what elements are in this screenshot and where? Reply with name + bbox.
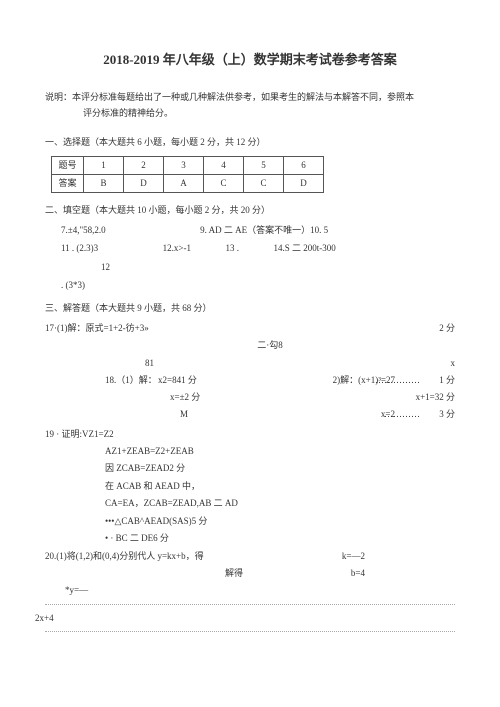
q20-line3: 2x+4 [35, 611, 455, 625]
table-cell: 2 [124, 156, 164, 174]
table-cell: 1 [84, 156, 124, 174]
table-cell: B [84, 174, 124, 192]
q12: 12.x>-1 [163, 241, 191, 255]
q7: 7.±4,"58,2.0 [61, 223, 106, 237]
q-extra: . (3*3) [61, 278, 85, 292]
q19-line5: CA=EA，ZCAB=ZEAD,AB 二 AD [45, 496, 455, 510]
q14: 14.S 二 200t-300 [274, 241, 336, 255]
table-row: 题号 1 2 3 4 5 6 [52, 156, 324, 174]
q20-line1: 20.(1)将(1,2)和(0,4)分别代人 y=kx+b，得 k=—2 [45, 549, 455, 563]
divider [45, 604, 455, 605]
table-cell: A [164, 174, 204, 192]
q19-line6: •••△CAB^AEAD(SAS)5 分 [45, 514, 455, 528]
table-cell: D [284, 174, 324, 192]
table-row: 答案 B D A C C D [52, 174, 324, 192]
fill-row-1: 7.±4,"58,2.0 9. AD 二 AE（答案不唯一）10. 5 [61, 223, 455, 237]
doc-title: 2018-2019 年八年级（上）数学期末考试卷参考答案 [45, 50, 455, 71]
q17-l3a: x=±2 分 [170, 390, 200, 404]
q20-s2: b=4 [351, 566, 365, 580]
q9: 9. AD 二 AE（答案不唯一）10. 5 [200, 223, 328, 237]
q17-center1: 二·勾8 [45, 338, 455, 352]
q17-c3: M [180, 407, 188, 421]
dots2: ………… [384, 407, 420, 421]
q20-s1: k=—2 [342, 549, 365, 563]
q19-line2: AZ1+ZEAB=Z2+ZEAB [45, 444, 455, 458]
table-cell: 5 [244, 156, 284, 174]
q19-t1: 证明:VZ1=Z2 [62, 429, 114, 439]
q17-r2b: 1 分 [439, 373, 455, 387]
q17-row5: M x=2 ………… 3 分 [45, 407, 455, 421]
fill-row-3: 12 [61, 260, 455, 274]
row-label: 答案 [52, 174, 84, 192]
table-cell: C [204, 174, 244, 192]
q20-t1: 20.(1)将(1,2)和(0,4)分别代人 y=kx+b，得 [45, 551, 204, 561]
q19-pre: 19 · [45, 429, 62, 439]
q17-text1: 17·(1)解：原式=1+2-彷+3» [45, 323, 149, 333]
section3-header: 三、解答题（本大题共 9 小题，共 68 分） [45, 301, 455, 315]
q17-c1: 二·勾8 [257, 340, 283, 350]
q19-line1: 19 · 证明:VZ1=Z2 [45, 427, 455, 441]
q17-c2: 81 [145, 356, 154, 370]
fill-row-4: . (3*3) [61, 278, 455, 292]
dots: …………… [375, 373, 420, 387]
table-cell: 4 [204, 156, 244, 174]
q17-row2: 81 x [45, 356, 455, 370]
q17-r3: x+1=32 分 [416, 390, 455, 404]
q17-l2b: x2=841 分 [158, 373, 197, 387]
q11: 11 . (2.3)3 [61, 241, 98, 255]
table-cell: C [244, 174, 284, 192]
q17-rx: x [451, 356, 456, 370]
section1-header: 一、选择题（本大题共 6 小题，每小题 2 分，共 12 分） [45, 135, 455, 149]
q17-l2a: 18.（1）解： [105, 373, 157, 387]
q17-line1: 17·(1)解：原式=1+2-彷+3» 2 分 [45, 321, 455, 335]
q19-line7: • · BC 二 DE6 分 [45, 531, 455, 545]
answer-table: 题号 1 2 3 4 5 6 答案 B D A C C D [51, 156, 324, 193]
q19-line4: 在 ACAB 和 AEAD 中， [45, 479, 455, 493]
fill-row-2: 11 . (2.3)3 12.x>-1 13 . 14.S 二 200t-300 [61, 241, 455, 255]
q12-extra: 12 [101, 260, 110, 274]
section2-header: 二、填空题（本大题共 10 小题，每小题 2 分，共 20 分） [45, 203, 455, 217]
score: 2 分 [439, 321, 455, 335]
row-label: 题号 [52, 156, 84, 174]
q17-r4b: 3 分 [439, 407, 455, 421]
q20-line-mid: 解得 b=4 [45, 566, 455, 580]
note-line2: 评分标准的精神给分。 [45, 108, 173, 118]
q13: 13 . [226, 241, 240, 255]
q17-row3: 18.（1）解： x2=841 分 2)解：(x+1)³=27 …………… 1 … [45, 373, 455, 387]
q20-line2: *y=— [45, 583, 455, 597]
table-cell: D [124, 174, 164, 192]
table-cell: 6 [284, 156, 324, 174]
q19-line3: 因 ZCAB=ZEAD2 分 [45, 461, 455, 475]
q20-mid: 解得 [225, 566, 243, 580]
q17-row4: x=±2 分 x+1=32 分 [45, 390, 455, 404]
note-block: 说明：本评分标准每题给出了一种或几种解法供参考，如果考生的解法与本解答不同，参照… [45, 89, 455, 121]
table-cell: 3 [164, 156, 204, 174]
divider2 [45, 631, 455, 632]
note-line1: 说明：本评分标准每题给出了一种或几种解法供参考，如果考生的解法与本解答不同，参照… [45, 92, 414, 102]
